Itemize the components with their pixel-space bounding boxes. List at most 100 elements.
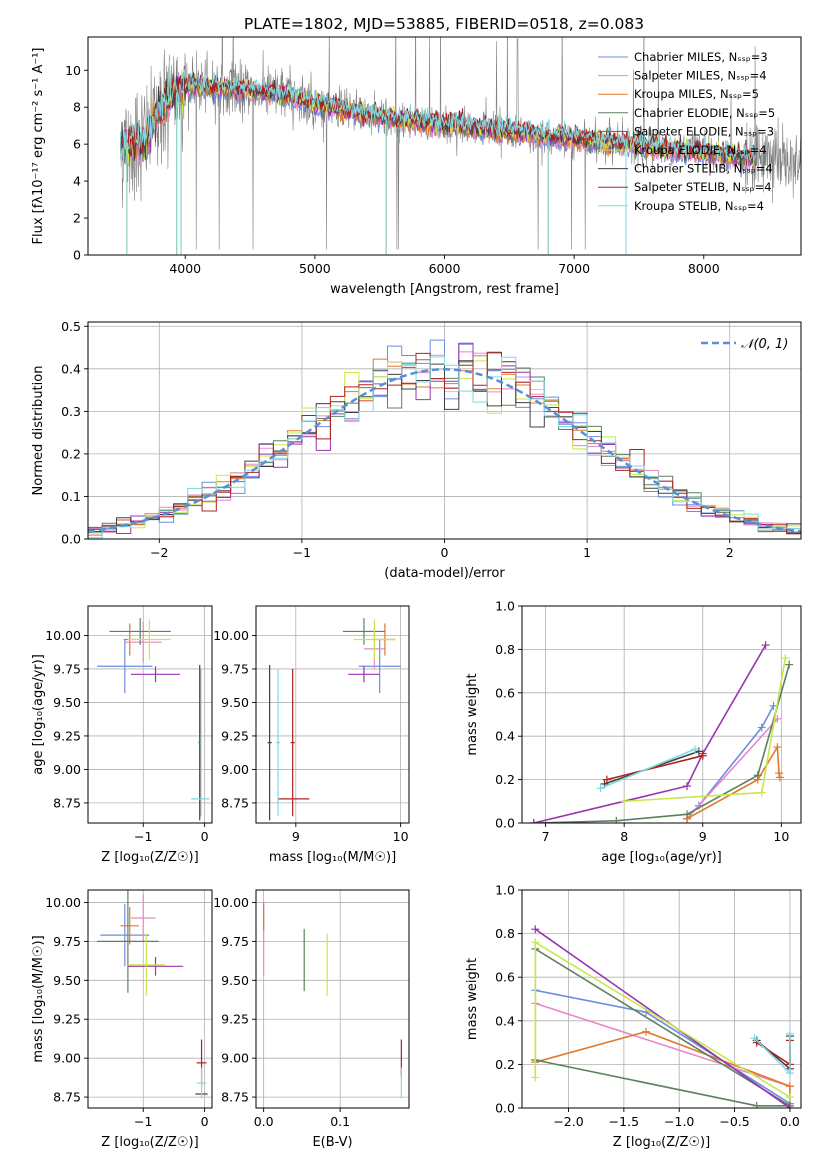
y-tick-label: 0.0 [495, 1101, 515, 1116]
error-bar [127, 956, 184, 976]
x-axis-label: Z [log₁₀(Z/Z☉)] [101, 1135, 198, 1150]
spectrum-title: PLATE=1802, MJD=53885, FIBERID=0518, z=0… [244, 15, 644, 33]
y-axis-label: Normed distribution [31, 366, 46, 496]
axes-frame [255, 605, 410, 824]
axes-frame [87, 605, 213, 824]
error-bar [290, 668, 295, 817]
residual-histogram [88, 356, 801, 539]
y-tick-label: 6 [73, 137, 81, 152]
weight-series-line [534, 928, 791, 1108]
axes-frame [87, 889, 213, 1109]
y-tick-label: 10.00 [213, 895, 249, 910]
y-tick-label: 9.00 [221, 1051, 249, 1066]
y-tick-label: 10.00 [45, 895, 81, 910]
y-tick-label: 9.25 [221, 1012, 249, 1027]
weight-point [531, 925, 540, 934]
y-tick-label: 0.8 [495, 642, 515, 657]
y-tick-label: 0.0 [61, 532, 81, 547]
weight-point [781, 654, 790, 663]
y-tick-label: 8.75 [221, 795, 249, 810]
legend-entry: Kroupa MILES, Nₛₛₚ=5 [634, 87, 759, 101]
x-tick-label: −1 [134, 1114, 152, 1129]
legend: Chabrier MILES, Nₛₛₚ=3 Salpeter MILES, Nₛ… [598, 50, 775, 213]
y-tick-label: 9.00 [53, 1051, 81, 1066]
legend-entry: Salpeter STELIB, Nₛₛₚ=4 [634, 180, 772, 194]
panel-6: 0.0 0.1 8.75 9.00 9.25 9.50 9.75 10.00 E(B-V) [213, 889, 410, 1150]
panel-4: 7 8 9 10 0.0 0.2 0.4 0.6 0.8 1.0 age [log₁₀(age/yr… [465, 599, 802, 865]
error-bar [130, 894, 156, 942]
panel-3: 9 10 8.75 9.00 9.25 9.50 9.75 10.00 mass [log₁₀(… [213, 605, 410, 865]
weight-lines [531, 925, 794, 1108]
y-tick-label: 0.6 [495, 970, 515, 985]
y-tick-label: 0.2 [61, 446, 81, 461]
error-bar [130, 666, 181, 683]
error-bar [120, 907, 139, 945]
weight-point [785, 660, 794, 669]
weight-lines [529, 641, 794, 823]
weight-point [773, 743, 782, 752]
legend-entry: Salpeter MILES, Nₛₛₚ=4 [634, 69, 767, 83]
weight-point [757, 723, 766, 732]
x-tick-label: 0.0 [780, 1114, 800, 1129]
weight-point [620, 797, 629, 806]
legend-entry: Kroupa ELODIE, Nₛₛₚ=4 [634, 143, 767, 157]
weight-point [602, 775, 611, 784]
legend-entry: 𝒩(0, 1) [741, 337, 788, 352]
x-tick-label: 0.0 [254, 1114, 274, 1129]
error-bar [127, 619, 171, 660]
weight-point [690, 745, 699, 754]
weight-point [785, 1029, 794, 1038]
x-tick-label: 4000 [169, 261, 201, 276]
weight-series-line [686, 718, 778, 820]
error-bar [97, 890, 159, 993]
weight-point [531, 1073, 540, 1082]
weight-point [752, 1101, 761, 1108]
y-tick-label: 9.50 [53, 973, 81, 988]
x-tick-label: 0 [201, 1114, 209, 1129]
error-bar [100, 904, 150, 967]
x-axis-label: (data-model)/error [384, 566, 505, 581]
y-tick-label: 9.75 [221, 934, 249, 949]
x-tick-label: 6000 [429, 261, 461, 276]
x-tick-label: −1.5 [609, 1114, 639, 1129]
panel-1: −2 −1 0 1 2 0.0 0.1 0.2 0.3 0.4 0.5 (data-model)/er… [31, 319, 802, 581]
error-bar [267, 664, 272, 821]
x-tick-label: −2 [150, 545, 168, 560]
y-tick-label: 10 [65, 63, 81, 78]
weight-point [761, 641, 770, 650]
x-tick-label: −1.0 [664, 1114, 694, 1129]
error-bars [267, 618, 401, 821]
x-axis-label: E(B-V) [312, 1135, 352, 1150]
axes-frame [255, 889, 410, 1109]
x-tick-label: 1 [583, 545, 591, 560]
y-tick-label: 9.75 [53, 934, 81, 949]
y-tick-label: 9.25 [221, 728, 249, 743]
x-tick-label: 7 [542, 829, 550, 844]
weight-point [774, 769, 783, 778]
x-tick-label: 8000 [688, 261, 720, 276]
error-bar [199, 668, 203, 817]
x-tick-label: 9 [292, 829, 300, 844]
y-tick-label: 8 [73, 100, 81, 115]
y-tick-label: 0.2 [495, 772, 515, 787]
weight-series-line [533, 644, 767, 823]
weight-point [785, 1104, 794, 1108]
panel-5: −1 0 8.75 9.00 9.25 9.50 9.75 10.00 Z [log₁₀(Z/Z… [31, 889, 213, 1150]
y-tick-label: 8.75 [221, 1090, 249, 1105]
spectrum-lines [119, 37, 801, 255]
y-tick-label: 4 [73, 174, 81, 189]
x-tick-label: 0 [201, 829, 209, 844]
x-axis-label: Z [log₁₀(Z/Z☉)] [613, 1135, 710, 1150]
axes-frame [521, 605, 802, 824]
weight-point [683, 782, 692, 791]
y-tick-label: 0.8 [495, 926, 515, 941]
legend-entry: Chabrier ELODIE, Nₛₛₚ=5 [634, 106, 775, 120]
weight-point [750, 1034, 759, 1043]
x-tick-label: 0.1 [330, 1114, 350, 1129]
weight-point [757, 788, 766, 797]
y-tick-label: 8.75 [53, 795, 81, 810]
error-bar [275, 668, 281, 817]
weight-point [753, 771, 762, 780]
y-tick-label: 9.50 [53, 695, 81, 710]
